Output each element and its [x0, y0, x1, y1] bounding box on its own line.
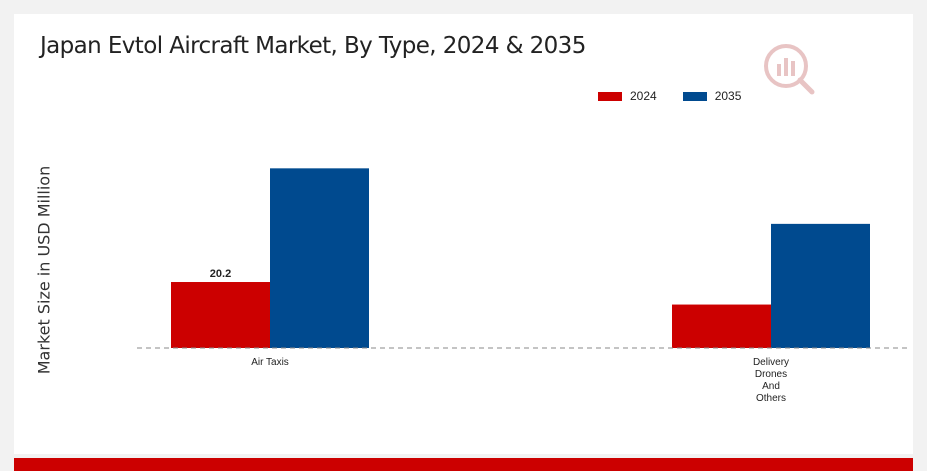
- legend-label-2035: 2035: [714, 89, 742, 103]
- legend-label-2024: 2024: [630, 89, 657, 103]
- legend-item-2035: 2035: [682, 89, 742, 103]
- chart-legend: 2024 2035: [598, 89, 767, 103]
- data-label: 20.2: [210, 268, 231, 280]
- legend-swatch-2024: [598, 91, 622, 101]
- x-tick-label: Delivery: [753, 357, 789, 368]
- x-tick-label: Air Taxis: [251, 357, 289, 368]
- bar-2035-air-taxis: [270, 168, 369, 348]
- bars-group: [171, 168, 870, 348]
- legend-item-2024: 2024: [598, 89, 657, 103]
- chart-card: [14, 14, 913, 454]
- footer-bar: [14, 458, 913, 471]
- legend-swatch-2035: [682, 91, 707, 101]
- x-tick-label: Drones: [755, 369, 787, 380]
- x-tick-label: And: [762, 381, 780, 392]
- bar-2024-air-taxis: [171, 282, 270, 348]
- bar-2024-delivery-drones-and-others: [672, 304, 771, 348]
- x-tick-label: Others: [756, 393, 786, 404]
- watermark-logo-icon: [764, 44, 815, 95]
- bar-2035-delivery-drones-and-others: [771, 223, 870, 348]
- chart-title: Japan Evtol Aircraft Market, By Type, 20…: [40, 33, 586, 59]
